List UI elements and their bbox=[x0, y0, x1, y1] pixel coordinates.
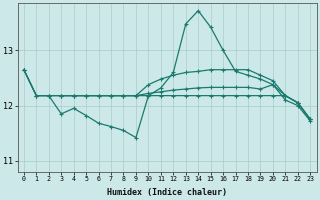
X-axis label: Humidex (Indice chaleur): Humidex (Indice chaleur) bbox=[107, 188, 227, 197]
